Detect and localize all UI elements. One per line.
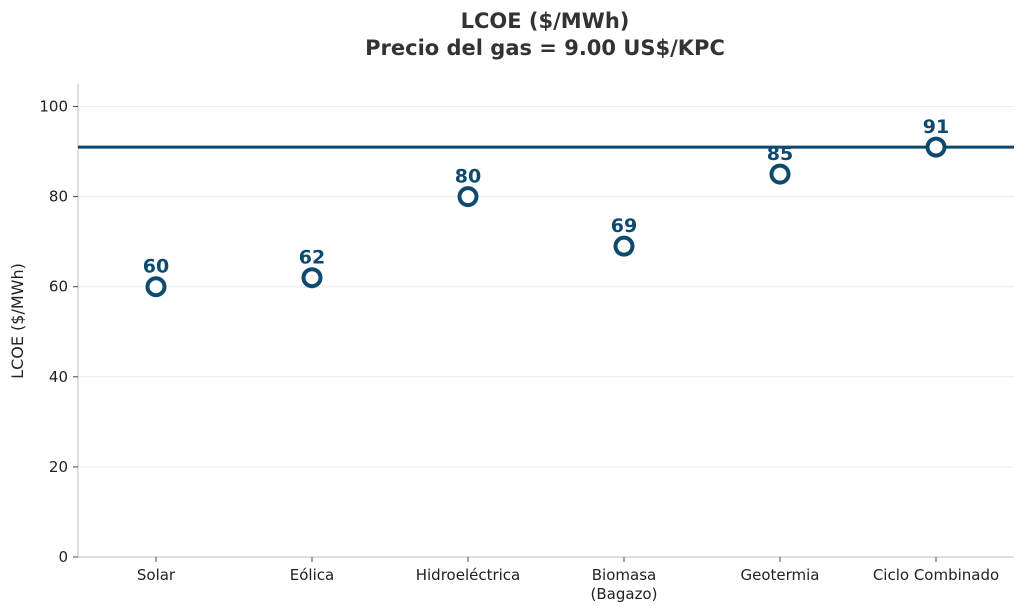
chart-subtitle: Precio del gas = 9.00 US$/KPC <box>365 36 725 60</box>
x-tick-label: Solar <box>137 566 176 584</box>
data-points <box>145 136 947 298</box>
y-tick-label: 60 <box>49 278 68 296</box>
data-label: 91 <box>923 116 949 138</box>
y-tick-label: 40 <box>49 368 68 386</box>
y-tick-label: 0 <box>58 548 68 566</box>
y-axis-ticks: 0 20 40 60 80 100 <box>39 98 78 566</box>
x-tick-label: Geotermia <box>740 566 819 584</box>
data-point <box>145 276 167 298</box>
x-tick-label: Eólica <box>290 566 334 584</box>
data-labels: 60 62 80 69 85 91 <box>143 116 949 278</box>
y-tick-label: 100 <box>39 98 68 116</box>
x-tick-label: Ciclo Combinado <box>873 566 999 584</box>
data-label: 85 <box>767 143 793 165</box>
y-axis-label: LCOE ($/MWh) <box>8 263 27 379</box>
data-point <box>613 235 635 257</box>
data-point <box>301 267 323 289</box>
data-point <box>925 136 947 158</box>
y-tick-label: 80 <box>49 188 68 206</box>
axes <box>77 84 1014 558</box>
data-point <box>457 186 479 208</box>
chart-title: LCOE ($/MWh) <box>461 9 630 33</box>
data-label: 60 <box>143 256 169 278</box>
x-axis-ticks: Solar Eólica Hidroeléctrica Biomasa (Bagazo)… <box>137 557 999 603</box>
x-tick-label: Biomasa (Bagazo) <box>591 566 658 603</box>
y-tick-label: 20 <box>49 458 68 476</box>
data-point <box>769 163 791 185</box>
data-label: 69 <box>611 215 637 237</box>
grid-lines <box>78 106 1014 468</box>
x-tick-label: Hidroeléctrica <box>416 566 521 584</box>
data-label: 62 <box>299 247 325 269</box>
data-label: 80 <box>455 166 481 188</box>
